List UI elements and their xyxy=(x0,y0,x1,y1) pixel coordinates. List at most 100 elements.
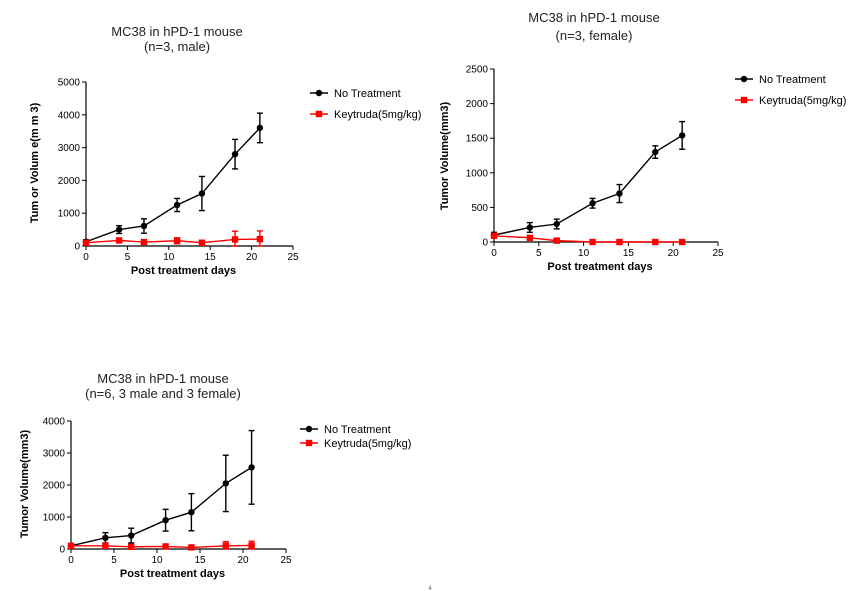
data-point xyxy=(162,543,169,550)
chart-title: (n=3, male) xyxy=(144,39,210,54)
data-point xyxy=(140,238,148,246)
x-tick-label: 5 xyxy=(111,555,117,566)
chart-title: MC38 in hPD-1 mouse xyxy=(528,10,660,25)
legend-label: No Treatment xyxy=(324,424,391,436)
x-tick-label: 0 xyxy=(68,555,74,566)
data-point xyxy=(128,543,135,550)
data-point xyxy=(256,235,264,243)
data-point xyxy=(198,239,206,246)
data-point xyxy=(188,509,195,516)
y-axis-label: Tumor Volume(mm3) xyxy=(19,429,31,538)
y-tick-label: 1000 xyxy=(58,209,81,220)
legend-label: Keytruda(5mg/kg) xyxy=(324,438,411,450)
data-point xyxy=(198,190,206,197)
chart-title: (n=6, 3 male and 3 female) xyxy=(85,386,241,401)
series-keytruda: Keytruda(5mg/kg) xyxy=(67,438,411,551)
legend-marker xyxy=(305,439,313,447)
y-tick-label: 1500 xyxy=(466,134,489,145)
y-tick-label: 0 xyxy=(59,545,65,556)
y-tick-label: 0 xyxy=(482,238,488,249)
y-tick-label: 2500 xyxy=(466,65,489,76)
y-axis-label: Tum or Volum e(m m 3) xyxy=(29,102,41,223)
x-tick-label: 0 xyxy=(491,248,497,259)
legend-marker xyxy=(740,75,748,83)
data-point xyxy=(248,542,255,549)
x-tick-label: 20 xyxy=(246,252,258,263)
data-point xyxy=(162,517,169,524)
y-tick-label: 500 xyxy=(471,203,488,214)
data-point xyxy=(589,238,596,246)
legend-label: Keytruda(5mg/kg) xyxy=(759,95,846,107)
data-point xyxy=(678,238,686,246)
x-tick-label: 20 xyxy=(668,248,680,259)
data-point xyxy=(256,124,264,132)
data-point xyxy=(652,238,659,246)
data-point xyxy=(490,232,498,239)
data-point xyxy=(231,236,239,243)
x-tick-label: 5 xyxy=(125,252,131,263)
series-no-treatment: No Treatment xyxy=(67,424,391,549)
x-axis-label: Post treatment days xyxy=(131,265,236,277)
data-point xyxy=(222,480,229,487)
data-point xyxy=(67,542,75,549)
y-tick-label: 2000 xyxy=(43,481,66,492)
data-point xyxy=(82,239,90,246)
data-point xyxy=(140,222,148,230)
chart-female: MC38 in hPD-1 mouse (n=3, female) 0 5 10 15 20… xyxy=(439,10,846,273)
y-tick-label: 0 xyxy=(74,242,80,253)
legend-marker xyxy=(305,425,313,433)
data-point xyxy=(102,542,109,549)
legend-label: No Treatment xyxy=(759,74,826,86)
data-point xyxy=(616,190,623,197)
legend-marker xyxy=(315,89,323,97)
data-point xyxy=(102,534,109,541)
y-tick-label: 3000 xyxy=(43,449,66,460)
x-tick-label: 15 xyxy=(194,555,206,566)
x-tick-label: 15 xyxy=(205,252,217,263)
series-keytruda: Keytruda(5mg/kg) xyxy=(490,95,846,246)
series-no-treatment: No Treatment xyxy=(490,74,826,239)
data-point xyxy=(222,542,229,549)
data-point xyxy=(616,238,623,246)
data-point xyxy=(553,237,560,244)
x-tick-label: 5 xyxy=(536,248,542,259)
x-tick-label: 0 xyxy=(83,252,89,263)
data-point xyxy=(173,201,181,209)
chart-title: MC38 in hPD-1 mouse xyxy=(97,371,229,386)
y-tick-label: 3000 xyxy=(58,143,81,154)
data-point xyxy=(248,464,255,471)
data-point xyxy=(526,234,534,242)
x-tick-label: 10 xyxy=(578,248,590,259)
y-tick-label: 2000 xyxy=(58,176,81,187)
y-axis-label: Tumor Volume(mm3) xyxy=(439,101,451,210)
y-tick-label: 2000 xyxy=(466,99,489,110)
x-tick-label: 20 xyxy=(237,555,249,566)
data-point xyxy=(188,544,195,551)
data-point xyxy=(553,220,560,228)
x-tick-label: 15 xyxy=(623,248,635,259)
x-axis-label: Post treatment days xyxy=(547,261,652,273)
legend-marker xyxy=(740,96,748,104)
series-keytruda: Keytruda(5mg/kg) xyxy=(82,109,421,247)
x-tick-label: 10 xyxy=(151,555,163,566)
chart-male: MC38 in hPD-1 mouse(n=3, male) 0 5 10 15 20 25… xyxy=(29,24,421,277)
x-tick-label: 10 xyxy=(163,252,175,263)
y-tick-label: 1000 xyxy=(43,513,66,524)
legend-label: No Treatment xyxy=(334,88,401,100)
data-point xyxy=(231,150,239,158)
chart-combined: MC38 in hPD-1 mouse(n=6, 3 male and 3 fe… xyxy=(19,371,411,580)
series-line xyxy=(70,466,252,547)
legend-label: Keytruda(5mg/kg) xyxy=(334,109,421,121)
data-point xyxy=(173,237,181,244)
legend-marker xyxy=(315,110,323,118)
y-tick-label: 4000 xyxy=(43,417,66,428)
data-point xyxy=(652,148,659,156)
x-axis-label: Post treatment days xyxy=(120,568,225,580)
y-tick-label: 1000 xyxy=(466,168,489,179)
chart-title: (n=3, female) xyxy=(556,28,633,43)
data-point xyxy=(128,532,135,539)
x-tick-label: 25 xyxy=(712,248,724,259)
page-number: 4 xyxy=(428,586,432,591)
x-tick-label: 25 xyxy=(280,555,292,566)
